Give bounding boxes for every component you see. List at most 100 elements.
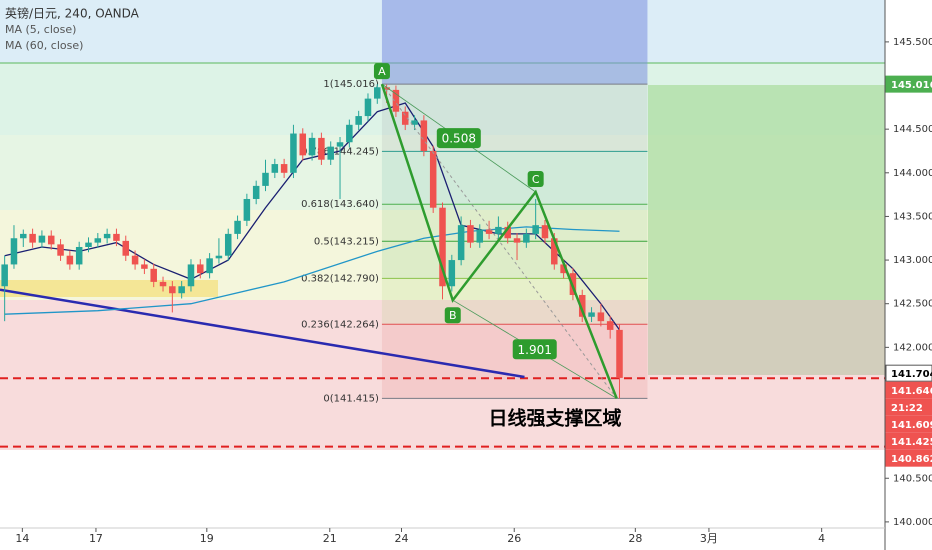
- candle-body: [523, 233, 530, 243]
- y-tick-label: 144.500: [893, 124, 932, 135]
- fib-top-zone: [381, 0, 648, 85]
- candle-body: [346, 124, 353, 143]
- trendline: [0, 288, 525, 379]
- candle-body: [597, 312, 605, 322]
- candle-body: [336, 142, 344, 147]
- price-tag-label: 141.646: [891, 386, 932, 397]
- x-tick-label: 3月: [700, 532, 718, 545]
- candle-body: [504, 226, 511, 239]
- price-tag: [885, 398, 932, 416]
- point-label: B: [449, 309, 457, 322]
- fib-label: 0(141.415): [323, 393, 379, 404]
- candle-body: [485, 229, 493, 234]
- candle-body: [606, 321, 614, 330]
- candle-body: [411, 120, 418, 125]
- x-tick-label: 21: [323, 532, 337, 545]
- price-tag: [885, 364, 932, 382]
- point-badge: [373, 63, 390, 80]
- candle-body: [290, 133, 297, 173]
- legend-title: 英镑/日元, 240, OANDA: [5, 6, 140, 21]
- legend-entry: MA (60, close): [5, 39, 83, 52]
- price-tag: [885, 415, 932, 433]
- candle-body: [197, 264, 204, 274]
- candle-body: [271, 164, 279, 173]
- candle-body: [113, 233, 120, 241]
- candle-body: [374, 87, 381, 99]
- candle-body: [401, 111, 409, 125]
- candle-body: [364, 98, 372, 117]
- candle-body: [66, 255, 74, 265]
- y-tick-label: 140.000: [893, 517, 932, 528]
- x-tick-label: 14: [15, 532, 29, 545]
- candle-body: [318, 137, 325, 160]
- price-tag: [885, 432, 932, 450]
- candle-body: [1, 264, 8, 287]
- candle-body: [495, 226, 502, 234]
- candle-body: [467, 225, 474, 243]
- candle-body: [38, 235, 46, 243]
- candle-body: [234, 220, 241, 234]
- candle-body: [299, 133, 307, 156]
- fib-label: 0.5(143.215): [314, 236, 379, 247]
- candle-body: [10, 238, 18, 265]
- y-tick-label: 140.500: [893, 473, 932, 484]
- candle-body: [588, 312, 595, 317]
- price-tag-label: 21:22: [891, 403, 923, 414]
- y-tick-label: 142.500: [893, 299, 932, 310]
- y-tick-label: 143.000: [893, 255, 932, 266]
- ratio-badge: [436, 128, 481, 149]
- price-tag: [885, 381, 932, 399]
- candle-body: [29, 233, 36, 243]
- target-zone: [648, 85, 885, 300]
- candle-body: [532, 225, 539, 234]
- price-tag-label: 140.862: [891, 454, 932, 465]
- y-tick-label: 143.500: [893, 211, 932, 222]
- fib-label: 0.382(142.790): [301, 273, 379, 284]
- fib-band: [381, 278, 648, 325]
- candle-body: [122, 240, 130, 256]
- candle-body: [224, 233, 232, 256]
- axis-layer: 145.500 144.500 144.000 143.500 143.000 142.5…: [15, 37, 932, 545]
- candle-body: [243, 198, 251, 221]
- price-tag: [885, 75, 932, 93]
- candle-body: [150, 268, 157, 282]
- ratio-badge: [512, 339, 557, 360]
- candle-body: [159, 281, 167, 287]
- fib-label: 0.618(143.640): [301, 199, 379, 210]
- fib-band: [381, 204, 648, 242]
- x-tick-label: 4: [818, 532, 825, 545]
- legend-entry: MA (5, close): [5, 23, 76, 36]
- price-tag: [885, 449, 932, 467]
- x-tick-label: 28: [628, 532, 642, 545]
- candle-body: [578, 294, 586, 317]
- fib-band: [381, 151, 648, 205]
- candle-body: [103, 233, 111, 239]
- layer: 1(145.016)0.786(144.245)0.618(143.640)0.…: [0, 0, 885, 448]
- candle-body: [476, 229, 484, 243]
- x-tick-label: 26: [507, 532, 521, 545]
- fib-label: 0.236(142.264): [301, 319, 379, 330]
- price-tag-label: 141.704: [891, 369, 932, 380]
- x-tick-label: 19: [200, 532, 214, 545]
- point-badge: [527, 171, 544, 187]
- pattern-line: [380, 83, 618, 399]
- point-badge: [444, 307, 461, 324]
- candle-body: [206, 258, 213, 274]
- candle-body: [75, 246, 83, 265]
- candle-body: [551, 238, 558, 265]
- candle-body: [94, 238, 102, 243]
- candle-body: [20, 233, 27, 239]
- candle-body: [327, 146, 334, 160]
- candle-body: [392, 89, 400, 112]
- candle-body: [85, 242, 92, 247]
- candle-body: [57, 244, 64, 256]
- candle-body: [178, 286, 185, 294]
- candle-body: [420, 120, 428, 151]
- candle-body: [513, 238, 521, 243]
- candle-body: [429, 150, 437, 208]
- candle-body: [355, 116, 362, 125]
- fib-band: [381, 324, 648, 399]
- candle-body: [616, 329, 623, 378]
- candle-body: [169, 286, 176, 294]
